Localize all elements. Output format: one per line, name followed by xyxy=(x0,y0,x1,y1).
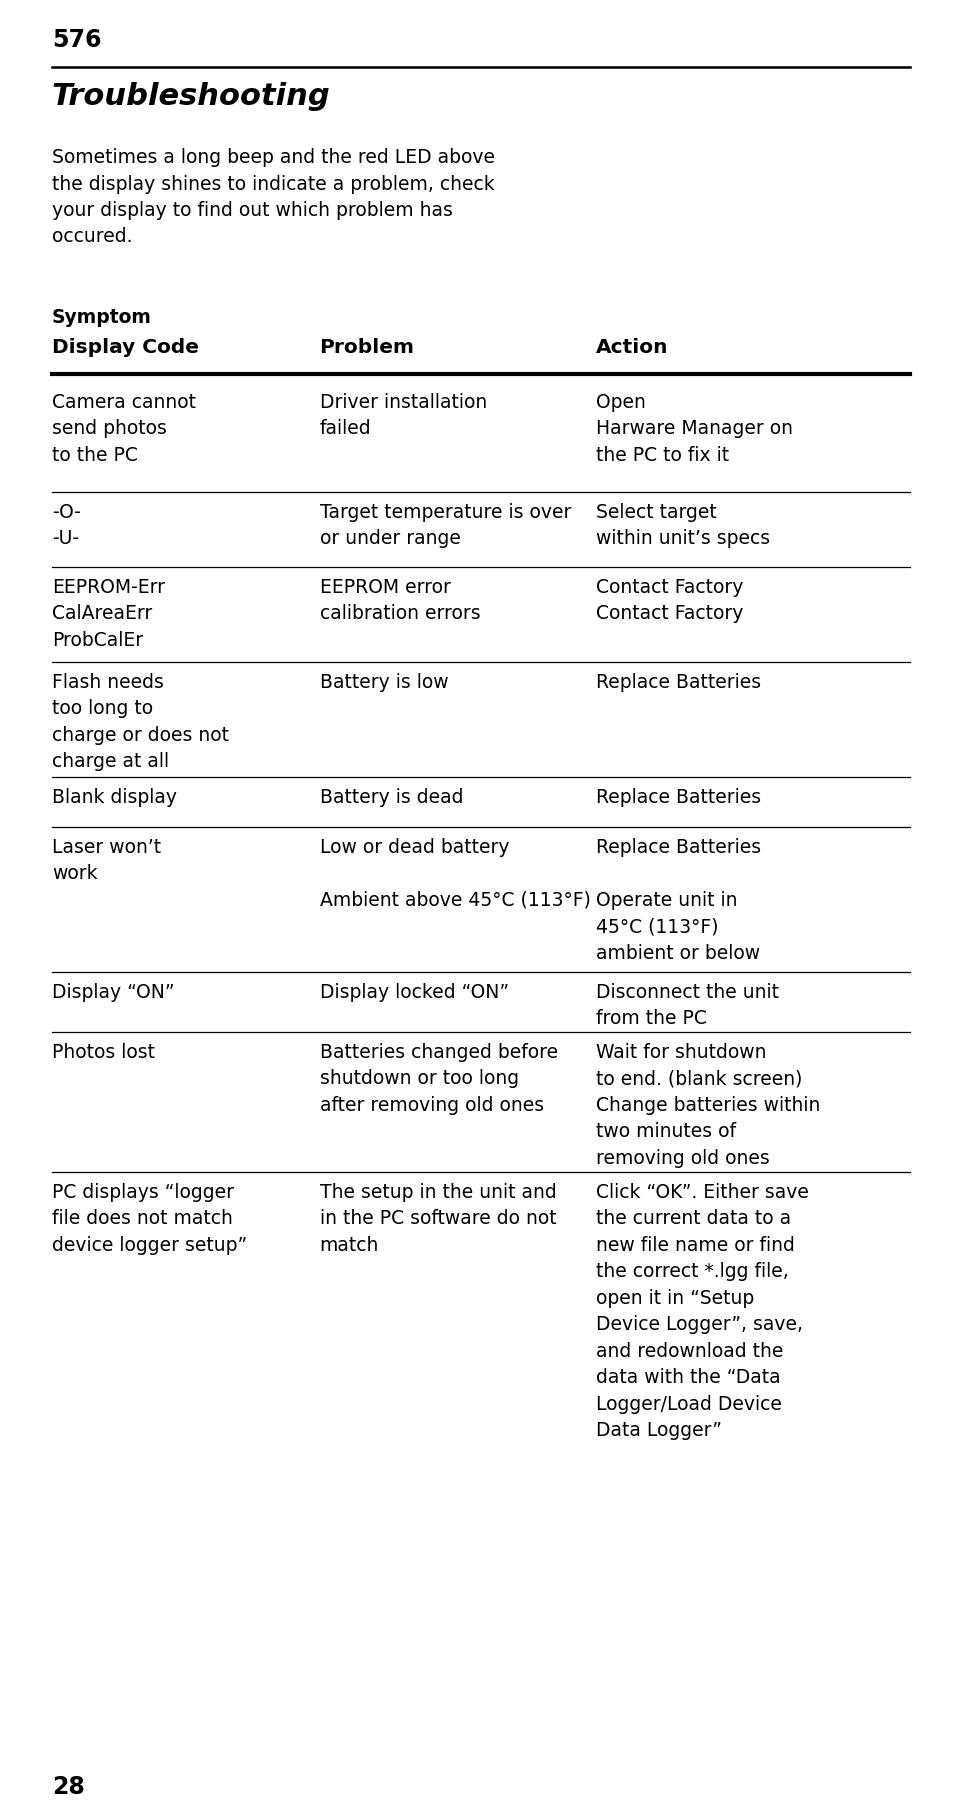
Text: 28: 28 xyxy=(52,1774,85,1798)
Text: Display “ON”: Display “ON” xyxy=(52,983,174,1001)
Text: Click “OK”. Either save
the current data to a
new file name or find
the correct : Click “OK”. Either save the current data… xyxy=(596,1182,808,1440)
Text: Symptom: Symptom xyxy=(52,307,152,327)
Text: Battery is dead: Battery is dead xyxy=(319,788,462,806)
Text: Contact Factory
Contact Factory: Contact Factory Contact Factory xyxy=(596,578,742,623)
Text: Display locked “ON”: Display locked “ON” xyxy=(319,983,508,1001)
Text: The setup in the unit and
in the PC software do not
match: The setup in the unit and in the PC soft… xyxy=(319,1182,556,1254)
Text: Replace Batteries: Replace Batteries xyxy=(596,788,760,806)
Text: Select target
within unit’s specs: Select target within unit’s specs xyxy=(596,502,770,548)
Text: Replace Batteries: Replace Batteries xyxy=(596,672,760,692)
Text: Low or dead battery

Ambient above 45°C (113°F): Low or dead battery Ambient above 45°C (… xyxy=(319,837,590,909)
Text: Replace Batteries

Operate unit in
45°C (113°F)
ambient or below: Replace Batteries Operate unit in 45°C (… xyxy=(596,837,760,963)
Text: Problem: Problem xyxy=(319,338,415,356)
Text: 576: 576 xyxy=(52,27,101,52)
Text: Battery is low: Battery is low xyxy=(319,672,448,692)
Text: Wait for shutdown
to end. (blank screen)
Change batteries within
two minutes of
: Wait for shutdown to end. (blank screen)… xyxy=(596,1043,820,1167)
Text: Batteries changed before
shutdown or too long
after removing old ones: Batteries changed before shutdown or too… xyxy=(319,1043,558,1115)
Text: Action: Action xyxy=(596,338,668,356)
Text: Troubleshooting: Troubleshooting xyxy=(52,81,331,110)
Text: EEPROM-Err
CalAreaErr
ProbCalEr: EEPROM-Err CalAreaErr ProbCalEr xyxy=(52,578,165,651)
Text: Sometimes a long beep and the red LED above
the display shines to indicate a pro: Sometimes a long beep and the red LED ab… xyxy=(52,148,495,246)
Text: EEPROM error
calibration errors: EEPROM error calibration errors xyxy=(319,578,479,623)
Text: -O-
-U-: -O- -U- xyxy=(52,502,81,548)
Text: Disconnect the unit
from the PC: Disconnect the unit from the PC xyxy=(596,983,779,1028)
Text: Camera cannot
send photos
to the PC: Camera cannot send photos to the PC xyxy=(52,392,196,464)
Text: Laser won’t
work: Laser won’t work xyxy=(52,837,161,884)
Text: Driver installation
failed: Driver installation failed xyxy=(319,392,486,439)
Text: Target temperature is over
or under range: Target temperature is over or under rang… xyxy=(319,502,570,548)
Text: Blank display: Blank display xyxy=(52,788,177,806)
Text: Display Code: Display Code xyxy=(52,338,199,356)
Text: PC displays “logger
file does not match
device logger setup”: PC displays “logger file does not match … xyxy=(52,1182,248,1254)
Text: Open
Harware Manager on
the PC to fix it: Open Harware Manager on the PC to fix it xyxy=(596,392,792,464)
Text: Photos lost: Photos lost xyxy=(52,1043,155,1061)
Text: Flash needs
too long to
charge or does not
charge at all: Flash needs too long to charge or does n… xyxy=(52,672,230,772)
